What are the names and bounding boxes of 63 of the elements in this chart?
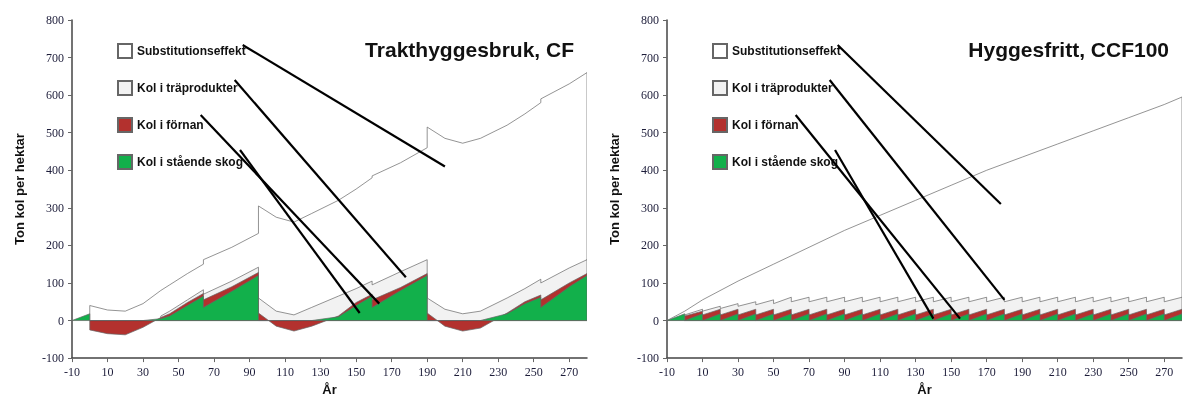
y-tick-label: 600 <box>46 88 64 103</box>
x-tick-label: 250 <box>1119 365 1138 380</box>
x-tick-label: 90 <box>838 365 851 380</box>
y-tick-label: -100 <box>42 351 64 366</box>
legend-label: Kol i förnan <box>137 118 204 132</box>
y-axis-title: Ton kol per hektar <box>607 133 622 245</box>
legend-label: Kol i förnan <box>732 118 799 132</box>
y-tick-label: 800 <box>641 13 659 27</box>
legend-label: Kol i träprodukter <box>732 81 834 95</box>
x-tick-label: 130 <box>311 365 330 380</box>
x-tick-label: 10 <box>101 365 114 380</box>
y-tick-label: 700 <box>46 50 64 65</box>
y-tick-label: 400 <box>46 163 64 178</box>
legend-label: Kol i stående skog <box>137 155 244 169</box>
y-tick-label: 0 <box>58 313 64 328</box>
x-tick-label: 130 <box>906 365 925 380</box>
y-tick-label: 700 <box>641 50 659 65</box>
x-tick-label: 230 <box>1084 365 1103 380</box>
x-tick-label: 90 <box>243 365 256 380</box>
x-tick-label: 170 <box>977 365 996 380</box>
y-tick-label: 0 <box>653 313 659 328</box>
y-tick-label: 100 <box>46 275 64 290</box>
x-tick-label: 150 <box>942 365 961 380</box>
legend-label: Kol i träprodukter <box>137 81 239 95</box>
y-tick-label: 600 <box>641 88 659 103</box>
x-tick-label: 70 <box>208 365 221 380</box>
y-tick-label: 200 <box>46 238 64 253</box>
x-tick-label: 110 <box>276 365 294 380</box>
legend-label: Substitutionseffekt <box>732 44 841 58</box>
x-axis-title: År <box>917 382 932 397</box>
y-tick-label: 500 <box>46 125 64 140</box>
x-tick-label: -10 <box>659 365 675 380</box>
y-tick-label: 100 <box>641 275 659 290</box>
y-tick-label: 400 <box>641 163 659 178</box>
y-tick-label: 300 <box>46 200 64 215</box>
x-tick-label: 30 <box>137 365 150 380</box>
x-tick-label: 110 <box>871 365 889 380</box>
x-axis-title: År <box>322 382 337 397</box>
y-tick-label: -100 <box>637 351 659 366</box>
y-tick-label: 800 <box>46 13 64 27</box>
x-tick-label: 210 <box>453 365 472 380</box>
x-tick-label: 10 <box>696 365 709 380</box>
x-tick-label: 50 <box>767 365 780 380</box>
x-tick-label: 230 <box>489 365 508 380</box>
x-tick-label: 50 <box>172 365 185 380</box>
x-tick-label: 70 <box>803 365 816 380</box>
y-tick-label: 500 <box>641 125 659 140</box>
text: Hyggesfritt, CCF100 <box>968 38 1170 61</box>
x-tick-label: 250 <box>524 365 543 380</box>
x-tick-label: 270 <box>560 365 579 380</box>
x-tick-label: 170 <box>382 365 401 380</box>
x-tick-label: 270 <box>1155 365 1174 380</box>
x-tick-label: 210 <box>1048 365 1067 380</box>
text: Trakthyggesbruk, CF <box>365 38 575 61</box>
x-tick-label: 190 <box>418 365 437 380</box>
x-tick-label: 150 <box>347 365 366 380</box>
x-tick-label: -10 <box>64 365 80 380</box>
y-tick-label: 200 <box>641 238 659 253</box>
x-tick-label: 190 <box>1013 365 1032 380</box>
legend-label: Substitutionseffekt <box>137 44 246 58</box>
y-axis-title: Ton kol per hektar <box>12 133 27 245</box>
y-tick-label: 300 <box>641 200 659 215</box>
x-tick-label: 30 <box>732 365 745 380</box>
